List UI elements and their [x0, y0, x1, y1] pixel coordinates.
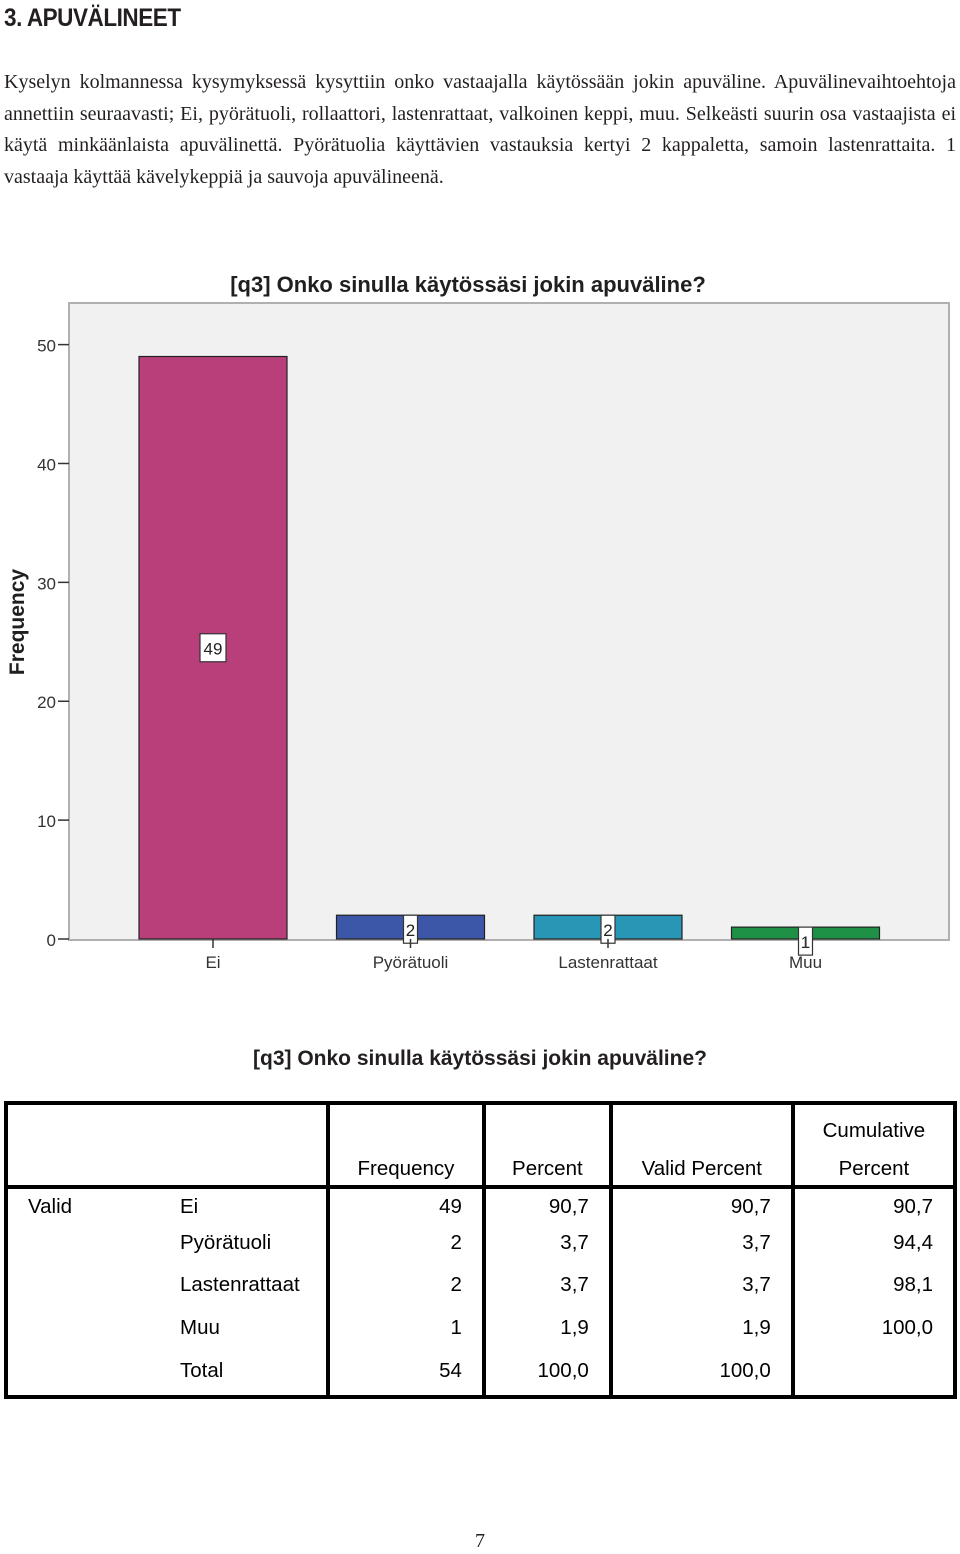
section-heading: 3. APUVÄLINEET — [4, 4, 181, 32]
data-label: 49 — [204, 640, 223, 659]
table-row: Lastenrattaat 2 3,7 3,7 98,1 — [6, 1261, 955, 1309]
x-tick-label: Pyörätuoli — [373, 953, 449, 972]
row-frequency: 1 — [326, 1309, 484, 1347]
row-valid-percent: 3,7 — [608, 1225, 793, 1261]
header-cumulative-bottom: Percent — [790, 1143, 955, 1189]
row-valid-percent: 3,7 — [608, 1261, 793, 1309]
x-axis: Ei Pyörätuoli Lastenrattaat Muu — [205, 939, 822, 972]
row-frequency: 2 — [326, 1225, 484, 1261]
row-valid-percent: 100,0 — [608, 1347, 793, 1397]
y-tick-label: 30 — [37, 574, 56, 593]
row-percent: 100,0 — [481, 1347, 611, 1397]
data-label-box — [199, 633, 227, 663]
table-row: Muu 1 1,9 1,9 100,0 — [6, 1309, 955, 1347]
row-cumulative: 98,1 — [790, 1261, 955, 1309]
x-tick-label: Lastenrattaat — [558, 953, 658, 972]
row-category: Total — [180, 1359, 224, 1382]
x-tick-label: Muu — [789, 953, 822, 972]
frequency-bar-chart: [q3] Onko sinulla käytössäsi jokin apuvä… — [6, 272, 950, 972]
data-label: 2 — [603, 921, 612, 940]
row-valid-percent: 1,9 — [608, 1309, 793, 1347]
table-row: Pyörätuoli 2 3,7 3,7 94,4 — [6, 1225, 955, 1261]
row-percent: 1,9 — [481, 1309, 611, 1347]
header-cumulative-top: Cumulative — [790, 1103, 955, 1143]
row-percent: 3,7 — [481, 1225, 611, 1261]
row-cumulative: 100,0 — [790, 1309, 955, 1347]
y-tick-label: 20 — [37, 693, 56, 712]
table-header-row: Cumulative — [6, 1103, 955, 1143]
row-cumulative — [790, 1347, 955, 1397]
bars: 49221 — [138, 355, 881, 956]
x-tick-label: Ei — [205, 953, 220, 972]
row-cumulative: 94,4 — [790, 1225, 955, 1261]
y-tick-label: 10 — [37, 812, 56, 831]
row-valid-percent: 90,7 — [608, 1187, 793, 1225]
table-header-row: Frequency Percent Valid Percent Percent — [6, 1143, 955, 1189]
data-label: 2 — [406, 921, 415, 940]
table-title: [q3] Onko sinulla käytössäsi jokin apuvä… — [253, 1047, 707, 1070]
group-label: Valid — [28, 1195, 73, 1218]
row-category: Ei — [180, 1195, 199, 1218]
header-valid-percent: Valid Percent — [608, 1143, 793, 1189]
row-category: Lastenrattaat — [180, 1273, 300, 1296]
row-percent: 3,7 — [481, 1261, 611, 1309]
chart-title: [q3] Onko sinulla käytössäsi jokin apuvä… — [230, 272, 706, 297]
header-percent: Percent — [481, 1143, 611, 1189]
row-category: Muu — [180, 1316, 220, 1339]
table-row-total: Total 54 100,0 100,0 — [6, 1347, 955, 1397]
row-frequency: 2 — [326, 1261, 484, 1309]
y-tick-label: 0 — [47, 931, 56, 950]
y-tick-label: 50 — [37, 337, 56, 356]
row-percent: 90,7 — [481, 1187, 611, 1225]
y-tick-label: 40 — [37, 455, 56, 474]
intro-paragraph: Kyselyn kolmannessa kysymyksessä kysytti… — [4, 71, 956, 188]
frequency-table: Cumulative Frequency Percent Valid Perce… — [4, 1101, 957, 1399]
y-axis-label: Frequency — [6, 569, 29, 676]
header-frequency: Frequency — [326, 1143, 484, 1189]
page-number: 7 — [475, 1530, 485, 1552]
y-axis: 0 10 20 30 40 50 — [37, 337, 69, 950]
row-cumulative: 90,7 — [790, 1187, 955, 1225]
row-frequency: 49 — [326, 1187, 484, 1225]
table-row: Valid Ei 49 90,7 90,7 90,7 — [6, 1187, 955, 1225]
row-frequency: 54 — [326, 1347, 484, 1397]
row-category: Pyörätuoli — [180, 1231, 272, 1254]
